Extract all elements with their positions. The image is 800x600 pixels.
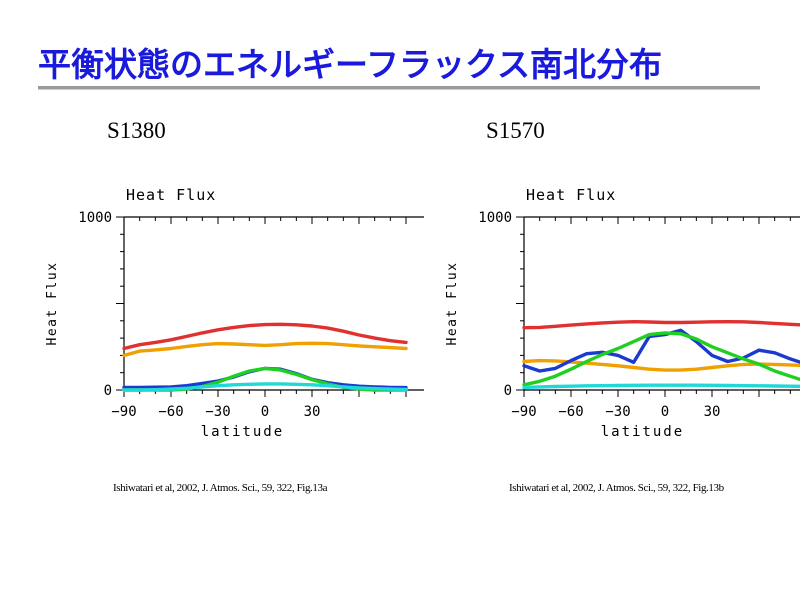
x-tick-label: −30 [205, 404, 230, 420]
x-tick-label: 0 [261, 404, 269, 420]
x-tick-label: −90 [111, 404, 136, 420]
x-axis-label: latitude [201, 424, 284, 440]
chart-title: Heat Flux [126, 186, 216, 204]
x-tick-label: 30 [304, 404, 321, 420]
x-tick-label: −60 [158, 404, 183, 420]
citation-right: Ishiwatari et al, 2002, J. Atmos. Sci., … [509, 482, 724, 494]
x-tick-label: −90 [511, 404, 536, 420]
x-axis-label: latitude [601, 424, 684, 440]
series-line-red [122, 322, 408, 351]
heat-flux-chart-right: Heat Flux Heat Flux latitude 1000 0 −90 −60 −30… [445, 186, 800, 440]
panel-label-right: S1570 [486, 118, 545, 143]
series-line-cyan [122, 382, 408, 392]
series-line-cyan [522, 383, 800, 390]
panel-label-left: S1380 [107, 118, 166, 143]
title-underline [38, 86, 760, 89]
series-line-orange [122, 341, 408, 358]
citation-left: Ishiwatari et al, 2002, J. Atmos. Sci., … [113, 482, 328, 494]
x-tick-label: 30 [704, 404, 721, 420]
y-tick-label: 1000 [478, 210, 512, 226]
heat-flux-chart-left: Heat Flux Heat Flux latitude 1000 0 −90 −60 −30… [45, 186, 424, 440]
y-axis-label: Heat Flux [45, 262, 60, 346]
y-tick-label: 0 [104, 383, 112, 399]
chart-title: Heat Flux [526, 186, 616, 204]
title-underline-shadow [38, 89, 760, 90]
series-line-red [522, 319, 800, 330]
series-line-green [522, 331, 800, 387]
x-tick-label: −30 [605, 404, 630, 420]
slide-title: 平衡状態のエネルギーフラックス南北分布 [38, 45, 663, 84]
y-axis-label: Heat Flux [445, 262, 460, 346]
x-tick-label: 0 [661, 404, 669, 420]
y-tick-label: 0 [504, 383, 512, 399]
x-tick-label: −60 [558, 404, 583, 420]
y-tick-label: 1000 [78, 210, 112, 226]
